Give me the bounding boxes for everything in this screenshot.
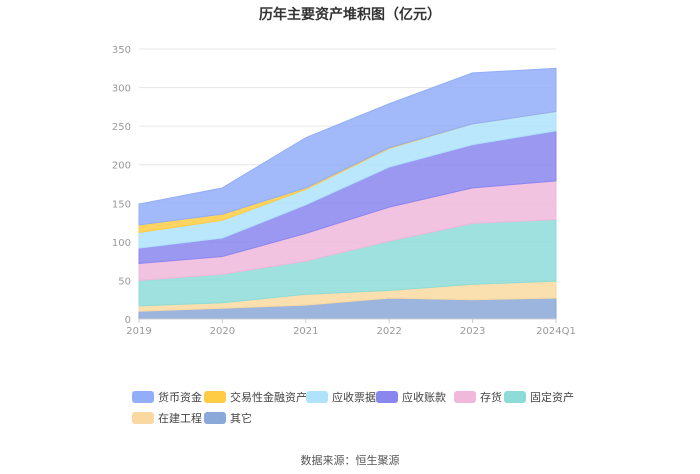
legend-swatch (204, 391, 226, 403)
legend-label: 其它 (230, 412, 252, 425)
legend-swatch (376, 391, 398, 403)
legend-item[interactable]: 在建工程 (132, 410, 202, 426)
legend-item[interactable]: 交易性金融资产 (204, 389, 307, 405)
x-tick-label: 2020 (210, 326, 235, 337)
x-tick-label: 2024Q1 (536, 326, 576, 337)
legend-label: 应收票据 (332, 391, 376, 404)
legend-swatch (454, 391, 476, 403)
legend-label: 应收账款 (402, 391, 446, 404)
x-tick-label: 2023 (460, 326, 485, 337)
legend-swatch (504, 391, 526, 403)
data-source-text: 数据来源：恒生聚源 (300, 454, 400, 467)
y-tick-label: 150 (112, 199, 131, 210)
legend-item[interactable]: 其它 (204, 410, 252, 426)
legend-item[interactable]: 固定资产 (504, 389, 574, 405)
y-tick-label: 250 (112, 122, 131, 133)
axis-layer: 0 50 100 150 200 250 300 350 2019 2020 2021 2022 202… (112, 45, 576, 337)
legend-swatch (306, 391, 328, 403)
legend-label: 固定资产 (530, 391, 574, 404)
legend-item[interactable]: 应收票据 (306, 389, 376, 405)
x-tick-label: 2022 (376, 326, 401, 337)
x-tick-label: 2019 (126, 326, 151, 337)
y-tick-label: 50 (118, 276, 131, 287)
legend-swatch (132, 412, 154, 424)
y-tick-label: 100 (112, 238, 131, 249)
y-tick-label: 0 (125, 315, 131, 326)
legend-label: 在建工程 (158, 412, 202, 425)
y-tick-label: 200 (112, 161, 131, 172)
y-tick-label: 300 (112, 84, 131, 95)
legend-label: 货币资金 (158, 391, 202, 404)
chart-title: 历年主要资产堆积图（亿元） (259, 7, 441, 23)
legend-item[interactable]: 货币资金 (132, 389, 202, 405)
area-layer (138, 67, 557, 320)
y-tick-label: 350 (112, 45, 131, 56)
legend-swatch (204, 412, 226, 424)
legend-swatch (132, 391, 154, 403)
area-series-货币资金 (138, 67, 557, 226)
legend-item[interactable]: 存货 (454, 389, 502, 405)
legend-label: 存货 (480, 391, 502, 404)
legend-label: 交易性金融资产 (230, 391, 307, 404)
x-tick-label: 2021 (293, 326, 318, 337)
legend-item[interactable]: 应收账款 (376, 389, 446, 405)
